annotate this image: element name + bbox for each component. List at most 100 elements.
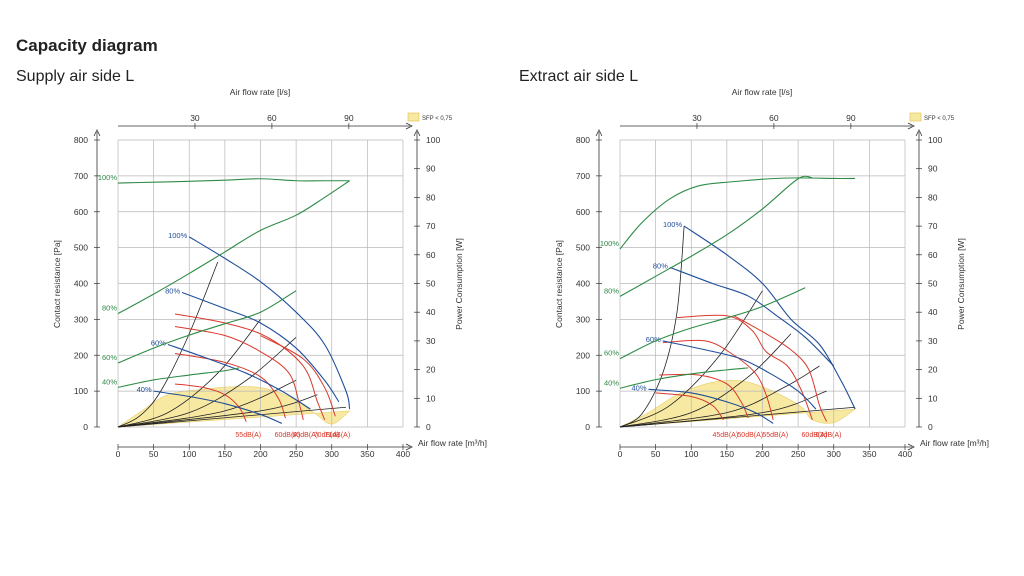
sound-level-label: 45dB(A) [712, 432, 738, 439]
fan-curve-label: 60% [151, 338, 166, 347]
y2-tick-label: 10 [426, 393, 436, 403]
system-curve [117, 406, 347, 428]
fan-curve-label: 60% [646, 335, 661, 344]
top-tick-label: 60 [267, 113, 277, 123]
x-tick-label: 200 [253, 449, 267, 459]
y2-tick-label: 90 [928, 164, 938, 174]
y-tick-label: 400 [74, 279, 88, 289]
y2-tick-label: 20 [426, 365, 436, 375]
fan-curve-label: 40% [137, 385, 152, 394]
x-tick-label: 50 [149, 449, 159, 459]
fan-curve [662, 340, 817, 410]
y-tick-label: 600 [74, 207, 88, 217]
fan-curve [153, 390, 283, 424]
page-title: Capacity diagram [16, 36, 158, 55]
system-curve [619, 406, 856, 428]
y-axis-arrow [93, 129, 101, 137]
y-tick-label: 100 [74, 386, 88, 396]
power-curve-label: 100% [600, 239, 620, 248]
x-tick-label: 350 [360, 449, 374, 459]
fan-curve [167, 343, 311, 410]
y-tick-label: 600 [576, 207, 590, 217]
y2-tick-label: 30 [426, 336, 436, 346]
fan-curve [683, 225, 856, 410]
y2-tick-label: 100 [928, 135, 942, 145]
top-axis-title: Air flow rate [l/s] [732, 87, 792, 97]
sound-level-label: 60dB(A) [275, 432, 301, 439]
y2-tick-label: 40 [426, 307, 436, 317]
system-curve [619, 290, 763, 428]
power-curve [117, 178, 350, 184]
sound-level-label: 63dB(A) [816, 432, 842, 439]
x-tick-label: 50 [651, 449, 661, 459]
fan-curve-label: 80% [653, 261, 668, 270]
y2-tick-label: 100 [426, 135, 440, 145]
y2-axis-arrow [915, 129, 923, 137]
y-tick-label: 800 [74, 135, 88, 145]
top-axis-arrow [907, 122, 915, 130]
sfp-region [619, 379, 856, 428]
sound-level-curve [174, 326, 304, 420]
y-tick-label: 800 [576, 135, 590, 145]
fan-curve [181, 291, 340, 403]
x-tick-label: 350 [862, 449, 876, 459]
x-tick-label: 150 [218, 449, 232, 459]
power-curve-label: 40% [604, 378, 619, 387]
x-tick-label: 300 [827, 449, 841, 459]
y2-axis-arrow [413, 129, 421, 137]
sound-level-label: 71dB(A) [324, 432, 350, 439]
y2-tick-label: 70 [426, 221, 436, 231]
y2-tick-label: 70 [928, 221, 938, 231]
system-curve [117, 261, 219, 428]
sound-level-label: 50dB(A) [737, 432, 763, 439]
y2-tick-label: 0 [928, 422, 933, 432]
power-curve [619, 177, 856, 250]
top-tick-label: 30 [692, 113, 702, 123]
sound-level-curve [655, 392, 724, 421]
legend-swatch [909, 112, 922, 122]
sound-level-curve [733, 315, 828, 422]
y2-axis-title: Power Consumption [W] [454, 238, 464, 330]
y-tick-label: 500 [576, 243, 590, 253]
x-tick-label: 0 [116, 449, 121, 459]
y2-tick-label: 50 [928, 279, 938, 289]
y2-axis-title: Power Consumption [W] [956, 238, 966, 330]
y2-tick-label: 0 [426, 422, 431, 432]
y2-tick-label: 90 [426, 164, 436, 174]
sound-level-label: 65dB(A) [292, 432, 318, 439]
power-curve-label: 80% [102, 304, 117, 313]
y2-tick-label: 60 [928, 250, 938, 260]
y-tick-label: 700 [576, 171, 590, 181]
legend-label: SFP < 0,75 [422, 116, 453, 122]
y-tick-label: 0 [585, 422, 590, 432]
y2-tick-label: 50 [426, 279, 436, 289]
supply-capacity-chart: 0100200300400500600700800010203040506070… [52, 87, 487, 459]
x-tick-label: 250 [289, 449, 303, 459]
system-curve [619, 226, 685, 428]
power-curve-label: 40% [102, 377, 117, 386]
sound-level-curve [676, 314, 813, 420]
y-tick-label: 400 [576, 279, 590, 289]
y-axis-arrow [595, 129, 603, 137]
sound-level-curve [260, 335, 336, 417]
x-tick-label: 300 [325, 449, 339, 459]
top-tick-label: 30 [190, 113, 200, 123]
sound-level-curve [174, 383, 247, 422]
y-tick-label: 700 [74, 171, 88, 181]
y-axis-title: Contact resistance [Pa] [52, 240, 62, 328]
sound-level-label: 70dB(A) [314, 432, 340, 439]
system-curve [117, 337, 297, 428]
y-tick-label: 300 [74, 314, 88, 324]
power-curve [117, 290, 297, 364]
y2-tick-label: 10 [928, 393, 938, 403]
x-tick-label: 400 [898, 449, 912, 459]
y-tick-label: 300 [576, 314, 590, 324]
top-tick-label: 90 [846, 113, 856, 123]
x-axis-arrow [405, 443, 413, 451]
top-axis-title: Air flow rate [l/s] [230, 87, 290, 97]
x-axis-arrow [907, 443, 915, 451]
x-tick-label: 100 [182, 449, 196, 459]
supply-chart-title: Supply air side L [16, 68, 135, 85]
power-curve [619, 367, 749, 389]
x-tick-label: 0 [618, 449, 623, 459]
